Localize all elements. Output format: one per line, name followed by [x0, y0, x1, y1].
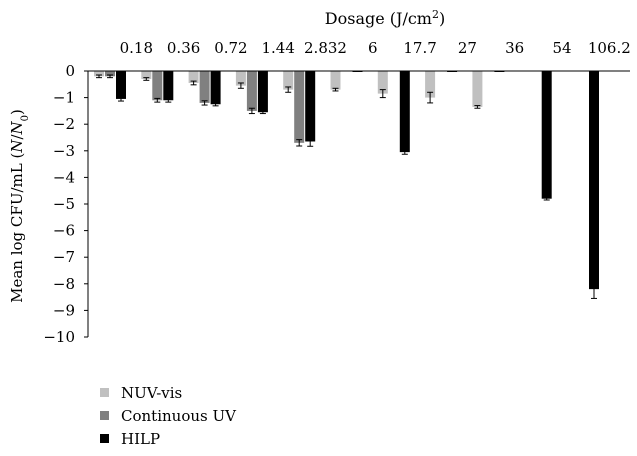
y-tick-label: −9 — [53, 301, 75, 319]
bar — [472, 71, 483, 107]
x-category-label: 2.832 — [304, 39, 347, 57]
legend-swatch — [100, 434, 109, 443]
bar — [94, 71, 104, 77]
legend-item-hilp: HILP — [100, 427, 236, 450]
bar — [377, 71, 388, 94]
legend-label: NUV-vis — [121, 383, 183, 402]
y-tick-label: −8 — [53, 275, 75, 293]
bar — [246, 71, 257, 111]
bar — [210, 71, 221, 105]
bar-series — [94, 71, 599, 290]
x-category-label: 0.72 — [214, 39, 247, 57]
bar — [589, 71, 599, 290]
bar — [199, 71, 210, 103]
bar — [188, 71, 199, 83]
legend-label: Continuous UV — [121, 406, 236, 425]
y-tick-label: −7 — [53, 248, 75, 266]
error-bars — [96, 74, 597, 299]
bar — [541, 71, 552, 199]
x-category-label: 0.18 — [120, 39, 153, 57]
y-tick-label: −2 — [53, 115, 75, 133]
legend: NUV-vis Continuous UV HILP — [100, 381, 236, 450]
y-axis-ticks: 0 −1 −2 −3 −4 −5 −6 −7 −8 −9 −10 — [43, 62, 88, 346]
legend-item-continuous-uv: Continuous UV — [100, 404, 236, 427]
bar — [257, 71, 268, 113]
y-tick-label: 0 — [65, 62, 75, 80]
y-tick-label: −3 — [53, 142, 75, 160]
legend-swatch — [100, 411, 109, 420]
bar — [152, 71, 163, 101]
bar — [305, 71, 316, 142]
bar — [105, 71, 115, 77]
y-tick-label: −10 — [43, 328, 75, 346]
bar — [235, 71, 246, 86]
bar — [294, 71, 305, 143]
x-category-label: 6 — [368, 39, 378, 57]
y-tick-label: −4 — [53, 168, 75, 186]
legend-label: HILP — [121, 429, 161, 448]
bar — [116, 71, 126, 99]
y-tick-label: −5 — [53, 195, 75, 213]
x-category-label: 17.7 — [403, 39, 436, 57]
x-category-label: 36 — [505, 39, 524, 57]
legend-item-nuv-vis: NUV-vis — [100, 381, 236, 404]
bar — [163, 71, 174, 101]
x-category-label: 0.36 — [167, 39, 200, 57]
y-axis-label: Mean log CFU/mL (N/N0) — [8, 109, 31, 303]
legend-swatch — [100, 388, 109, 397]
x-category-label: 106.2 — [588, 39, 631, 57]
bar — [283, 71, 294, 90]
bar — [425, 71, 436, 98]
y-tick-label: −1 — [53, 89, 75, 107]
x-axis-label: Dosage (J/cm2) — [325, 8, 445, 29]
x-axis-category-labels: 0.18 0.36 0.72 1.44 2.832 6 17.7 27 36 54 106.2 — [120, 39, 631, 57]
bar — [330, 71, 341, 90]
x-category-label: 27 — [458, 39, 477, 57]
bar — [141, 71, 152, 79]
bar — [399, 71, 410, 153]
y-tick-label: −6 — [53, 222, 75, 240]
x-category-label: 1.44 — [261, 39, 294, 57]
x-category-label: 54 — [552, 39, 571, 57]
